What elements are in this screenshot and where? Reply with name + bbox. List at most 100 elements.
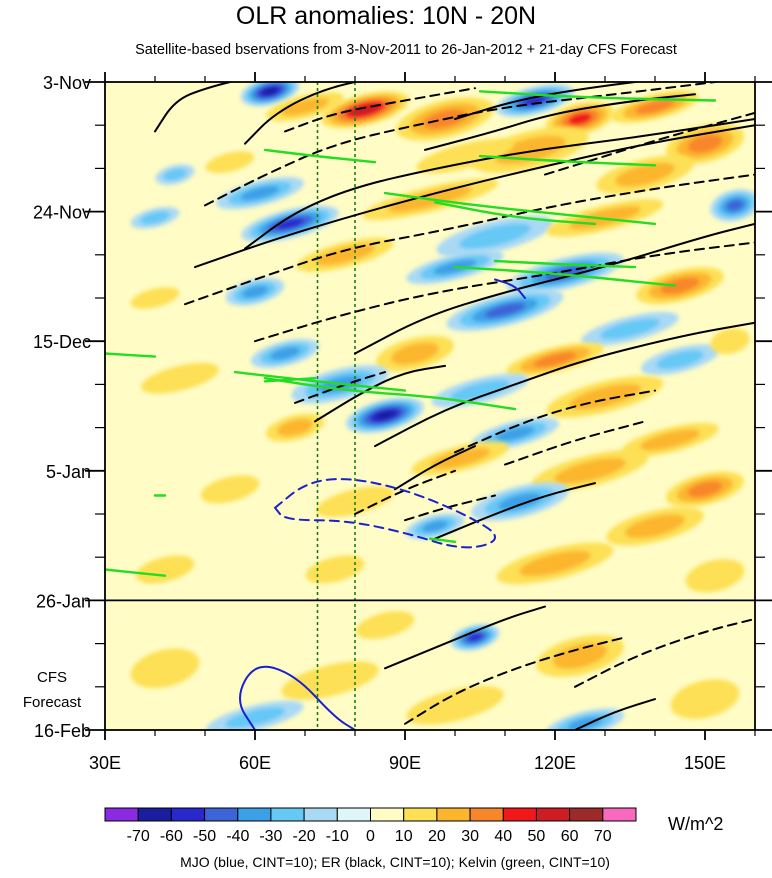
anomaly-shade xyxy=(519,550,591,577)
colorbar-swatch xyxy=(370,807,405,822)
anomaly-blob xyxy=(250,338,320,369)
anomaly-shade xyxy=(552,642,608,669)
kelvin-contour xyxy=(263,377,317,383)
anomaly-blob xyxy=(130,206,180,229)
colorbar-label: -60 xyxy=(160,828,183,845)
anomaly-blob xyxy=(710,189,755,222)
er-contour xyxy=(254,241,755,343)
y-tick-label: 5-Jan xyxy=(46,462,91,482)
anomaly-shade xyxy=(687,481,723,498)
anomaly-blob xyxy=(216,176,304,210)
er-contour xyxy=(504,420,646,466)
colorbar-label: 0 xyxy=(366,828,375,845)
anomaly-shade xyxy=(640,429,700,451)
er-contour xyxy=(284,87,476,133)
anomaly-shade xyxy=(687,134,723,153)
anomaly-shade xyxy=(726,199,744,212)
anomaly-shade xyxy=(660,277,700,294)
er-contour xyxy=(294,371,386,404)
anomaly-blob xyxy=(346,397,424,434)
anomaly-shade xyxy=(225,707,285,729)
er-contour xyxy=(244,118,755,250)
anomaly-shade xyxy=(305,555,365,584)
x-tick-label: 150E xyxy=(684,753,726,773)
forecast-label-line-2: Forecast xyxy=(22,694,82,711)
anomaly-blob xyxy=(685,559,745,593)
y-tick-label: 3-Nov xyxy=(43,73,91,93)
anomaly-shade xyxy=(533,352,577,368)
anomaly-shade xyxy=(315,244,375,266)
anomaly-blob xyxy=(265,413,325,442)
anomaly-shade xyxy=(355,611,415,640)
er-contour xyxy=(404,494,496,522)
anomaly-shade xyxy=(468,633,482,642)
anomaly-shade xyxy=(130,287,180,309)
colorbar-label: 30 xyxy=(461,828,479,845)
anomaly-shade xyxy=(544,266,586,281)
anomaly-shade xyxy=(139,211,171,225)
er-contour xyxy=(434,482,596,540)
anomaly-shade xyxy=(162,168,188,181)
anomaly-shade xyxy=(670,679,740,719)
anomaly-shade xyxy=(459,223,531,250)
anomaly-shade xyxy=(391,342,439,365)
colorbar-swatch xyxy=(436,807,471,822)
contour-layer xyxy=(105,82,755,730)
colorbar-label: -40 xyxy=(226,828,249,845)
er-contour xyxy=(354,222,755,355)
anomaly-blob xyxy=(305,555,365,584)
colorbar-label: 10 xyxy=(395,828,413,845)
anomaly-blob xyxy=(436,215,554,258)
anomaly-blob xyxy=(200,475,260,504)
colorbar-label: -30 xyxy=(259,828,282,845)
anomaly-blob xyxy=(446,289,564,332)
kelvin-contour xyxy=(493,259,637,269)
kelvin-contour xyxy=(478,154,657,167)
colorbar-label: 70 xyxy=(594,828,612,845)
colorbar-label: 20 xyxy=(428,828,446,845)
kelvin-contour xyxy=(383,191,657,226)
anomaly-shade xyxy=(430,448,490,469)
anomaly-blob xyxy=(141,362,219,394)
kelvin-contour xyxy=(233,370,407,392)
mjo-contour xyxy=(494,278,526,299)
er-contour xyxy=(574,617,755,688)
anomaly-shade xyxy=(568,112,592,126)
anomaly-blob xyxy=(130,648,200,689)
er-contour xyxy=(184,173,755,306)
colorbar-swatch xyxy=(403,807,438,822)
anomaly-shade xyxy=(269,346,301,361)
chart-title: OLR anomalies: 10N - 20N xyxy=(235,2,537,30)
colorbar-units: W/m^2 xyxy=(668,814,724,834)
anomaly-shade xyxy=(523,95,547,106)
colorbar-swatch xyxy=(303,807,338,822)
anomaly-shade xyxy=(422,520,448,533)
anomaly-shade xyxy=(200,475,260,504)
anomaly-blob xyxy=(621,422,719,457)
er-contour xyxy=(354,469,456,515)
anomaly-blob xyxy=(670,679,740,719)
anomaly-shade xyxy=(710,328,750,355)
er-contour xyxy=(314,364,446,423)
anomaly-shade xyxy=(600,318,660,340)
anomaly-blob xyxy=(411,441,509,476)
anomaly-shade xyxy=(656,350,704,370)
plot-area xyxy=(105,82,755,730)
anomaly-blob xyxy=(506,342,604,377)
chart-subtitle: Satellite-based bservations from 3-Nov-2… xyxy=(135,42,677,58)
anomaly-shade xyxy=(554,457,626,484)
anomaly-blob xyxy=(641,344,719,376)
anomaly-blob xyxy=(606,507,704,546)
mjo-contour xyxy=(239,665,356,730)
er-contour xyxy=(204,82,716,207)
anomaly-blob xyxy=(240,82,300,107)
colorbar-swatch xyxy=(270,807,305,822)
er-contour xyxy=(404,636,626,725)
colorbar-label: -50 xyxy=(193,828,216,845)
colorbar-swatch xyxy=(535,807,571,822)
kelvin-contour xyxy=(105,568,167,577)
anomaly-shade xyxy=(276,218,304,230)
er-contour xyxy=(544,111,755,176)
anomaly-blob xyxy=(416,139,514,174)
